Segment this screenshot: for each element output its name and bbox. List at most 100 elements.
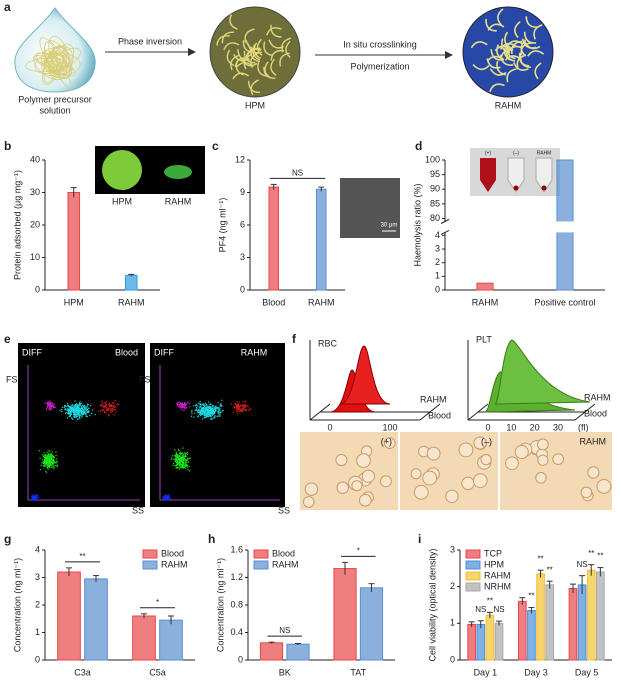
event-dot xyxy=(77,410,79,412)
event-dot xyxy=(237,413,239,415)
event-dot xyxy=(244,400,246,402)
event-dot xyxy=(177,463,179,465)
event-dot xyxy=(176,402,179,404)
event-dot xyxy=(47,459,49,461)
event-dot xyxy=(211,418,213,421)
event-dot xyxy=(50,406,52,408)
event-dot xyxy=(72,404,74,406)
event-dot xyxy=(59,410,61,412)
event-dot xyxy=(53,467,55,469)
event-dot xyxy=(73,408,75,410)
event-dot xyxy=(197,411,199,414)
event-dot xyxy=(211,411,214,413)
event-dot xyxy=(49,464,52,466)
tick-label: 0 xyxy=(327,422,332,432)
fiber xyxy=(245,48,262,58)
y-axis-label: PF4 (ng ml⁻¹) xyxy=(217,198,227,253)
event-dot xyxy=(74,412,76,414)
event-dot xyxy=(78,405,80,407)
event-dot xyxy=(189,457,192,460)
event-dot xyxy=(32,497,34,500)
event-dot xyxy=(51,461,54,464)
event-dot xyxy=(111,409,113,411)
legend-swatch xyxy=(253,560,269,570)
event-dot xyxy=(219,405,222,407)
stage-label: RAHM xyxy=(495,100,522,110)
event-dot xyxy=(170,458,173,460)
event-dot xyxy=(39,457,41,459)
event-dot xyxy=(165,497,168,500)
event-dot xyxy=(203,411,206,413)
event-dot xyxy=(245,409,247,411)
inset-label: (+) xyxy=(485,150,492,156)
event-dot xyxy=(85,409,87,411)
event-dot xyxy=(48,464,50,466)
event-dot xyxy=(211,417,213,419)
event-dot xyxy=(204,409,206,411)
event-dot xyxy=(73,412,75,414)
event-dot xyxy=(101,405,103,407)
event-dot xyxy=(211,408,213,410)
event-dot xyxy=(205,410,207,412)
event-dot xyxy=(165,497,167,499)
event-dot xyxy=(97,410,99,412)
event-dot xyxy=(62,406,64,408)
event-dot xyxy=(69,412,71,414)
event-dot xyxy=(87,404,89,406)
event-dot xyxy=(50,460,52,462)
event-dot xyxy=(88,407,90,409)
event-dot xyxy=(47,404,50,406)
event-dot xyxy=(201,418,204,420)
y-tick-label: 12 xyxy=(235,154,245,164)
event-dot xyxy=(184,407,186,409)
event-dot xyxy=(242,401,244,403)
fiber xyxy=(486,58,501,69)
event-dot xyxy=(174,454,177,456)
event-dot xyxy=(45,461,47,463)
event-dot xyxy=(236,410,238,412)
event-dot xyxy=(78,410,80,413)
event-dot xyxy=(53,407,55,409)
event-dot xyxy=(46,402,48,404)
event-dot xyxy=(109,407,112,409)
event-dot xyxy=(180,403,182,405)
event-dot xyxy=(175,465,177,467)
event-dot xyxy=(67,405,69,408)
event-dot xyxy=(209,409,211,412)
event-dot xyxy=(52,460,54,462)
event-dot xyxy=(205,410,207,413)
event-dot xyxy=(235,406,237,408)
event-dot xyxy=(87,411,89,413)
event-dot xyxy=(207,409,209,411)
event-dot xyxy=(45,471,48,473)
event-dot xyxy=(78,409,80,412)
event-dot xyxy=(183,466,185,468)
fiber xyxy=(50,43,75,81)
scale-label: 30 μm xyxy=(381,223,398,229)
legend-label: Blood xyxy=(272,548,295,558)
cell xyxy=(535,472,547,484)
cell xyxy=(445,489,459,504)
fiber xyxy=(40,47,68,71)
event-dot xyxy=(205,409,208,411)
event-dot xyxy=(176,464,178,467)
event-dot xyxy=(56,466,58,468)
event-dot xyxy=(77,406,79,409)
y-tick-label: 3 xyxy=(35,572,40,582)
sample-label: Blood xyxy=(428,410,451,420)
event-dot xyxy=(31,497,33,499)
event-dot xyxy=(75,409,77,412)
bar xyxy=(286,643,310,661)
event-dot xyxy=(80,405,83,407)
event-dot xyxy=(113,409,115,411)
event-dot xyxy=(239,410,241,413)
event-dot xyxy=(47,403,49,406)
event-dot xyxy=(180,463,182,466)
significance: NS xyxy=(577,560,588,569)
event-dot xyxy=(188,457,190,459)
event-dot xyxy=(185,407,187,409)
event-dot xyxy=(47,454,49,456)
event-dot xyxy=(49,406,52,408)
fiber xyxy=(270,58,277,76)
event-dot xyxy=(84,410,86,413)
